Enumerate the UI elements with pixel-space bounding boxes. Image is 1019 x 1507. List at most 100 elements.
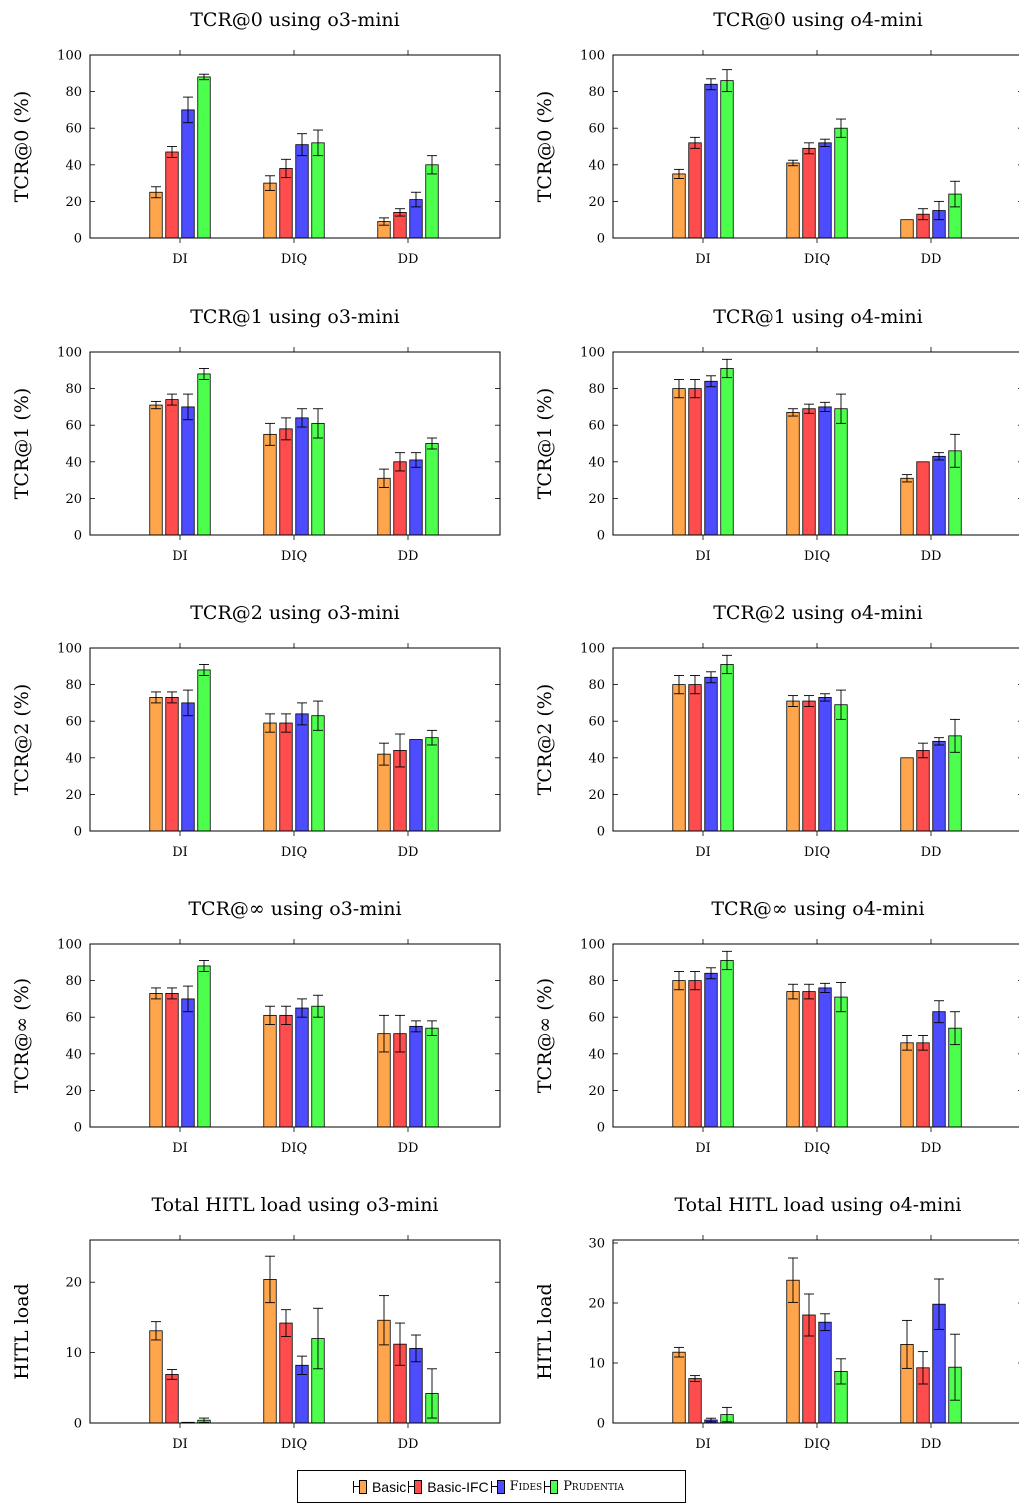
bar <box>932 1011 946 1128</box>
chart-title: TCR@0 using o4-mini <box>713 9 923 31</box>
x-tick-label: DD <box>398 549 419 564</box>
bar <box>181 109 195 239</box>
bar <box>704 83 718 239</box>
y-tick-label: 20 <box>65 1084 82 1099</box>
y-axis-label: TCR@2 (%) <box>11 684 33 796</box>
y-axis-label: TCR@∞ (%) <box>11 978 33 1093</box>
y-tick-label: 60 <box>588 419 605 434</box>
bar <box>279 1322 293 1424</box>
x-tick-label: DIQ <box>281 1141 307 1156</box>
bar <box>720 664 734 832</box>
bar <box>425 1027 439 1128</box>
y-axis-label: TCR@1 (%) <box>534 388 556 500</box>
plot-frame <box>89 54 501 239</box>
y-tick-label: 20 <box>65 1276 82 1291</box>
bar <box>802 147 816 239</box>
x-tick-label: DI <box>172 549 188 564</box>
legend-swatch <box>490 1479 505 1494</box>
chart-title: TCR@∞ using o3-mini <box>188 898 401 920</box>
bar <box>197 76 211 239</box>
y-tick-label: 20 <box>65 788 82 803</box>
y-tick-label: 100 <box>580 642 605 657</box>
y-axis-label: TCR@0 (%) <box>534 91 556 203</box>
x-tick-label: DIQ <box>804 252 830 267</box>
y-tick-label: 80 <box>65 974 82 989</box>
legend-swatch <box>352 1479 367 1494</box>
bar <box>295 713 309 832</box>
chart-title: TCR@0 using o3-mini <box>190 9 400 31</box>
bar <box>802 700 816 832</box>
y-tick-label: 20 <box>65 195 82 210</box>
x-tick-label: DIQ <box>281 1437 307 1452</box>
bar <box>295 1007 309 1128</box>
x-tick-label: DI <box>172 1437 188 1452</box>
bar <box>181 406 195 536</box>
bar <box>672 980 686 1128</box>
y-tick-label: 20 <box>588 195 605 210</box>
y-tick-label: 100 <box>57 346 82 361</box>
bar <box>377 753 391 832</box>
bar <box>263 433 277 536</box>
bar <box>165 1374 179 1424</box>
y-axis-label: HITL load <box>534 1283 556 1379</box>
x-tick-label: DI <box>172 252 188 267</box>
y-tick-label: 60 <box>588 122 605 137</box>
bar <box>263 722 277 832</box>
bar <box>279 168 293 239</box>
y-tick-label: 0 <box>74 232 82 247</box>
bar <box>704 972 718 1128</box>
y-tick-label: 0 <box>74 825 82 840</box>
x-tick-label: DIQ <box>281 845 307 860</box>
y-tick-label: 100 <box>580 49 605 64</box>
bar <box>688 980 702 1128</box>
chart-title: TCR@2 using o4-mini <box>713 602 923 624</box>
bar <box>786 700 800 832</box>
chart-panel: TCR@∞ using o3-mini TCR@∞ (%) 0 20 40 60 80 100… <box>11 898 501 1156</box>
y-tick-label: 40 <box>588 751 605 766</box>
bar <box>834 127 848 239</box>
y-tick-label: 0 <box>597 1121 605 1136</box>
x-tick-label: DI <box>695 252 711 267</box>
bar <box>149 1330 163 1424</box>
x-tick-label: DD <box>921 1141 942 1156</box>
y-tick-label: 80 <box>588 678 605 693</box>
bar <box>688 142 702 239</box>
x-tick-label: DD <box>398 252 419 267</box>
x-tick-label: DI <box>172 845 188 860</box>
y-tick-label: 0 <box>74 1417 82 1432</box>
x-tick-label: DD <box>921 1437 942 1452</box>
bar <box>149 697 163 832</box>
bar <box>916 750 930 832</box>
bar <box>704 380 718 536</box>
bar <box>197 965 211 1128</box>
y-tick-label: 100 <box>57 49 82 64</box>
chart-panel: Total HITL load using o3-mini HITL load 0 1… <box>11 1194 501 1452</box>
y-tick-label: 80 <box>588 974 605 989</box>
chart-panel: TCR@0 using o4-mini TCR@0 (%) 0 20 40 60 80 100… <box>534 9 1019 267</box>
plot-frame <box>612 54 1019 239</box>
y-axis-label: TCR@1 (%) <box>11 388 33 500</box>
chart-title: TCR@1 using o3-mini <box>190 306 400 328</box>
bar <box>165 697 179 832</box>
plot-frame <box>89 1239 501 1424</box>
y-tick-label: 60 <box>588 1011 605 1026</box>
bar <box>165 399 179 536</box>
bar <box>818 1321 832 1424</box>
x-tick-label: DI <box>695 1437 711 1452</box>
bar <box>786 411 800 536</box>
bar <box>786 162 800 239</box>
x-tick-label: DIQ <box>804 549 830 564</box>
bar <box>802 991 816 1128</box>
chart-title: Total HITL load using o3-mini <box>151 1194 438 1216</box>
bar <box>834 704 848 832</box>
bar <box>672 1351 686 1424</box>
bar <box>786 991 800 1128</box>
plot-frame <box>612 351 1019 536</box>
x-tick-label: DD <box>921 252 942 267</box>
plot-frame <box>89 943 501 1128</box>
y-tick-label: 40 <box>65 158 82 173</box>
bar <box>311 142 325 239</box>
bar <box>834 408 848 536</box>
x-tick-label: DD <box>398 1437 419 1452</box>
y-tick-label: 80 <box>588 85 605 100</box>
